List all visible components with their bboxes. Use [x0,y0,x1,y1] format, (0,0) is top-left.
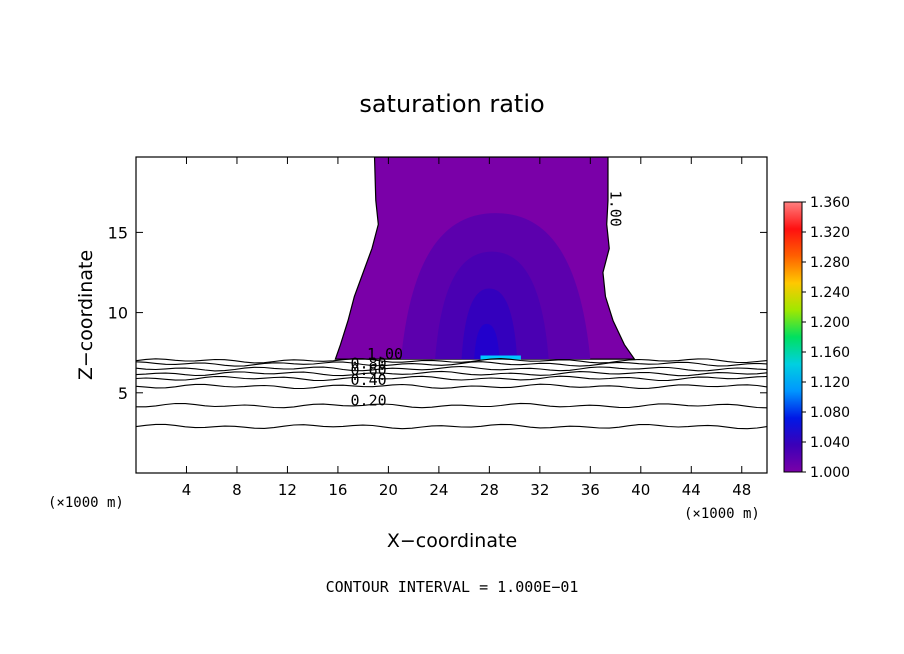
x-tick-label: 28 [480,481,499,499]
x-tick-label: 44 [682,481,701,499]
colorbar-tick-label: 1.280 [810,255,850,271]
contour-line [136,375,767,382]
contour-label: 0.60 [351,361,387,379]
plot-area: 1.001.000.800.600.400.204 8 12 16 20 24 28 32 36… [108,156,768,499]
y-axis-label: Z−coordinate [75,250,97,380]
x-axis-label: X−coordinate [387,530,517,552]
contour-label: 1.00 [367,345,403,363]
colorbar: 1.000 1.040 1.080 1.120 1.160 1.200 1.240 1.280… [783,195,850,481]
colorbar-tick-label: 1.200 [810,315,850,331]
contour-label: 0.80 [351,355,387,373]
plot-content: 1.001.000.800.600.400.20 [136,157,767,430]
contour-line [136,402,767,409]
colorbar-tick-label: 1.240 [810,285,850,301]
x-tick-label: 16 [328,481,347,499]
y-tick-label: 15 [108,223,128,242]
saturation-level-1.03 [461,288,518,360]
y-tick-label: 10 [108,304,128,323]
chart-title: saturation ratio [359,90,544,118]
contour-line [136,361,767,367]
x-unit-left: (×1000 m) [48,495,124,511]
y-tick-label: 5 [118,384,128,403]
contour-line [136,370,767,377]
footer-contour-interval: CONTOUR INTERVAL = 1.000E−01 [326,578,579,596]
x-tick-label: 8 [232,481,242,499]
colorbar-gradient [783,201,803,473]
colorbar-tick-label: 1.360 [810,195,850,211]
x-tick-label: 32 [530,481,549,499]
x-tick-label: 24 [429,481,448,499]
contour-line [136,358,767,364]
colorbar-tick-label: 1.040 [810,435,850,451]
contour-line [136,365,767,372]
colorbar-tick-label: 1.120 [810,375,850,391]
colorbar-tick-label: 1.160 [810,345,850,361]
saturation-level-1.04 [474,323,500,360]
colorbar-tick-label: 1.000 [810,465,850,481]
contour-label: 0.20 [351,392,387,410]
contour-label: 1.00 [607,191,625,227]
x-tick-label: 20 [379,481,398,499]
colorbar-tick-label: 1.320 [810,225,850,241]
colorbar-tick-label: 1.080 [810,405,850,421]
plot-frame [135,156,768,474]
contour-line [136,423,767,430]
x-tick-label: 36 [581,481,600,499]
contour-line [136,383,767,390]
x-tick-label: 40 [631,481,650,499]
x-tick-label: 48 [732,481,751,499]
x-unit-right: (×1000 m) [684,506,760,522]
saturation-max-spot [480,355,521,360]
contour-label: 0.40 [351,371,387,389]
x-tick-label: 12 [278,481,297,499]
x-tick-label: 4 [182,481,192,499]
